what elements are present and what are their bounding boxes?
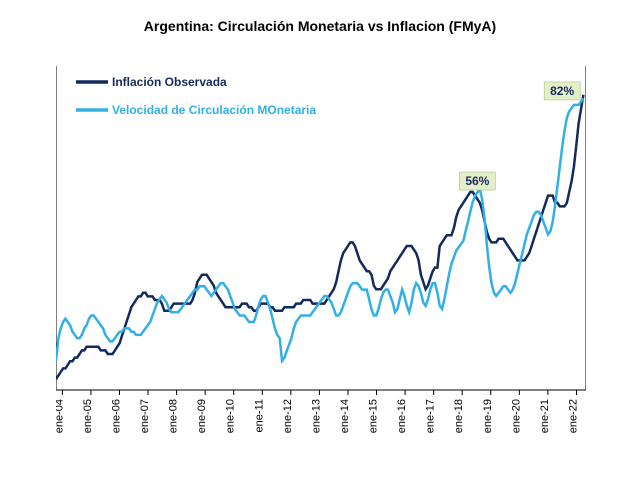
legend-label: Velocidad de Circulación MOnetaria bbox=[112, 103, 316, 117]
x-label: ene-14 bbox=[339, 399, 351, 433]
x-label: ene-07 bbox=[139, 399, 151, 433]
x-label: ene-20 bbox=[510, 399, 522, 433]
x-label: ene-13 bbox=[310, 399, 322, 433]
chart-svg: 0%10%20%30%40%50%60%70%80%90%8,009,0010,… bbox=[56, 58, 586, 478]
x-label: ene-15 bbox=[368, 399, 380, 433]
x-label: ene-22 bbox=[567, 399, 579, 433]
x-label: ene-05 bbox=[82, 399, 94, 433]
x-label: ene-08 bbox=[168, 399, 180, 433]
x-label: ene-17 bbox=[425, 399, 437, 433]
callout-label: 82% bbox=[550, 84, 574, 98]
x-label: ene-18 bbox=[453, 399, 465, 433]
x-label: ene-11 bbox=[253, 399, 265, 432]
x-label: ene-04 bbox=[56, 399, 65, 433]
x-label: ene-10 bbox=[225, 399, 237, 433]
plot-area: 0%10%20%30%40%50%60%70%80%90%8,009,0010,… bbox=[56, 58, 586, 438]
chart-title: Argentina: Circulación Monetaria vs Infl… bbox=[0, 0, 640, 34]
x-label: ene-12 bbox=[282, 399, 294, 433]
series-line bbox=[56, 95, 583, 379]
callout-label: 56% bbox=[465, 174, 489, 188]
x-label: ene-06 bbox=[110, 399, 122, 433]
x-label: ene-16 bbox=[396, 399, 408, 433]
legend-label: Inflación Observada bbox=[112, 75, 227, 89]
x-label: ene-21 bbox=[539, 399, 551, 433]
series-line bbox=[56, 98, 583, 360]
x-label: ene-09 bbox=[196, 399, 208, 433]
chart-container: Argentina: Circulación Monetaria vs Infl… bbox=[0, 0, 640, 502]
x-label: ene-19 bbox=[482, 399, 494, 433]
